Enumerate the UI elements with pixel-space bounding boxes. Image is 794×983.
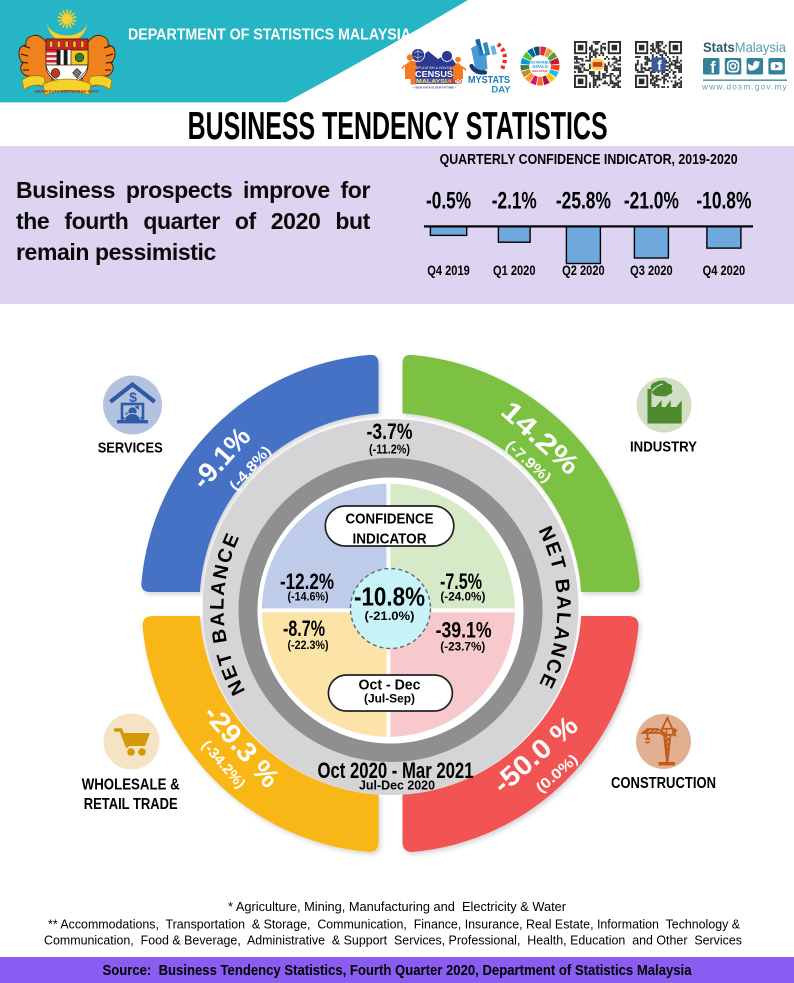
svg-text:BUSINESS TENDENCY STATISTICS: BUSINESS TENDENCY STATISTICS [188,105,608,146]
svg-text:• YOUR DATA IS OUR FUTURE •: • YOUR DATA IS OUR FUTURE • [412,85,456,89]
svg-text:(-11.2%): (-11.2%) [369,442,410,457]
svg-text:(-14.6%): (-14.6%) [288,590,329,604]
svg-text:(-23.7%): (-23.7%) [440,640,485,654]
svg-text:$: $ [129,389,137,405]
svg-text:Oct 2020 - Mar 2021: Oct 2020 - Mar 2021 [318,758,474,783]
svg-text:POPULATION & HOUSING: POPULATION & HOUSING [413,66,455,70]
svg-text:MALAYSIA: MALAYSIA [532,69,548,73]
svg-text:MYSTATS: MYSTATS [468,75,510,86]
svg-text:CENSUS: CENSUS [415,69,453,79]
svg-text:2020: 2020 [446,79,462,86]
svg-text:-10.8%: -10.8% [354,584,425,612]
svg-text:(-21.0%): (-21.0%) [365,609,415,623]
svg-text:-39.1%: -39.1% [436,618,492,643]
svg-text:-8.7%: -8.7% [283,616,325,641]
svg-text:-10.8%: -10.8% [696,188,751,215]
svg-text:BERSEKUTU BERTAMBAH MUTU: BERSEKUTU BERTAMBAH MUTU [35,89,99,94]
svg-text:Oct - Dec: Oct - Dec [359,677,421,694]
svg-text:INDICATOR: INDICATOR [353,531,427,548]
svg-text:DAY: DAY [491,85,511,96]
svg-text:CONSTRUCTION: CONSTRUCTION [611,775,716,792]
svg-text:-0.5%: -0.5% [426,188,471,215]
svg-text:-2.1%: -2.1% [492,188,537,215]
svg-text:(-24.0%): (-24.0%) [440,590,485,604]
svg-text:Jul-Dec 2020: Jul-Dec 2020 [359,779,435,793]
svg-text:SERVICES: SERVICES [98,440,163,457]
svg-text:DEPARTMENT OF STATISTICS MALAY: DEPARTMENT OF STATISTICS MALAYSIA [128,27,411,44]
svg-text:Source: Business Tendency Sta: Source: Business Tendency Statistics, Fo… [103,963,693,979]
svg-text:-12.2%: -12.2% [280,569,334,594]
svg-text:QUARTERLY CONFIDENCE INDICATOR: QUARTERLY CONFIDENCE INDICATOR, 2019-202… [440,152,738,168]
svg-text:SUSTAINABLE: SUSTAINABLE [529,61,551,65]
svg-text:Q4 2019: Q4 2019 [427,262,470,278]
svg-text:-7.5%: -7.5% [440,569,482,594]
svg-text:* Agriculture, Mining, Manufac: * Agriculture, Mining, Manufacturing and… [228,900,566,914]
svg-text:INDUSTRY: INDUSTRY [630,439,697,456]
svg-text:StatsMalaysia: StatsMalaysia [703,39,786,55]
svg-text:Q1 2020: Q1 2020 [493,262,536,278]
svg-text:-21.0%: -21.0% [624,188,679,215]
svg-text:Q4 2020: Q4 2020 [703,262,746,278]
svg-text:WHOLESALE &: WHOLESALE & [82,777,180,794]
svg-text:** Accommodations, Transporta: ** Accommodations, Transportation & Stor… [48,918,741,932]
svg-text:RETAIL TRADE: RETAIL TRADE [84,796,178,813]
svg-text:Q3 2020: Q3 2020 [630,262,673,278]
svg-text:(Jul-Sep): (Jul-Sep) [364,692,415,706]
svg-text:Communication, Food & Beverag: Communication, Food & Beverage, Administ… [44,934,742,948]
svg-text:www.dosm.gov.my: www.dosm.gov.my [701,83,788,92]
svg-text:MALAYSIA: MALAYSIA [416,79,453,85]
svg-text:-3.7%: -3.7% [367,419,413,444]
svg-text:CONFIDENCE: CONFIDENCE [346,511,434,528]
svg-text:Q2 2020: Q2 2020 [562,262,605,278]
svg-text:f: f [657,58,662,73]
svg-text:GOALS: GOALS [532,64,548,69]
svg-text:f: f [710,59,716,77]
svg-text:(-22.3%): (-22.3%) [288,638,329,652]
svg-text:-25.8%: -25.8% [556,188,611,215]
